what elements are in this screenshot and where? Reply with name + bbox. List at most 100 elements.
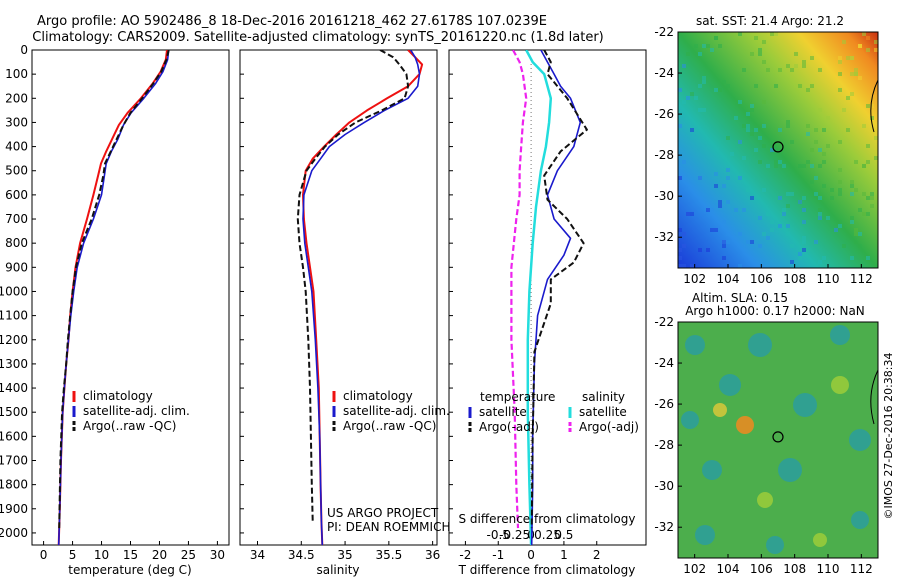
sst-map-ticks: 102 104 106 108 110 112 -22 -24 -26 -28 -30 -32 [654, 25, 872, 286]
sst-pixel [854, 72, 858, 76]
sst-pixel [822, 160, 826, 164]
sst-pixel [770, 148, 774, 152]
sst-pixel [750, 52, 754, 56]
sst-pixel [754, 148, 758, 152]
sst-pixel [778, 148, 782, 152]
x-tick-label: -2 [459, 548, 471, 562]
depth-tick-label: 1300 [0, 357, 28, 371]
sst-pixel [738, 176, 742, 180]
map-x-tick-label: 102 [683, 272, 706, 286]
sst-pixel [686, 212, 690, 216]
sst-pixel [846, 56, 850, 60]
sst-pixel [850, 56, 854, 60]
depth-tick-label: 0 [20, 43, 28, 57]
sla-patch [831, 376, 849, 394]
sst-pixel [698, 176, 702, 180]
sst-pixel [814, 140, 818, 144]
sst-pixel [850, 192, 854, 196]
sst-pixel [766, 68, 770, 72]
sst-pixel [714, 184, 718, 188]
sst-pixel [702, 108, 706, 112]
argo-raw-line [58, 50, 170, 529]
sst-pixel [790, 192, 794, 196]
sst-axes [677, 31, 879, 269]
sst-pixel [702, 76, 706, 80]
x-tick-label: 35.5 [375, 548, 402, 562]
sst-pixel [782, 164, 786, 168]
sst-pixel [762, 144, 766, 148]
sst-pixel [718, 200, 722, 204]
sst-pixel [726, 176, 730, 180]
sst-pixel [786, 204, 790, 208]
depth-tick-label: 1200 [0, 333, 28, 347]
sst-pixel [870, 196, 874, 200]
sst-pixel [682, 264, 686, 268]
map-y-tick-label: -24 [654, 66, 674, 80]
sst-pixel [842, 108, 846, 112]
sst-pixel [838, 56, 842, 60]
sst-pixel [818, 196, 822, 200]
sst-pixel [822, 128, 826, 132]
sst-pixel [862, 192, 866, 196]
sst-pixel [758, 160, 762, 164]
x-tick-label: 0 [527, 548, 535, 562]
sla-patch [830, 325, 850, 345]
sla-patch [793, 393, 817, 417]
sst-pixel [874, 136, 878, 140]
sst-pixel [838, 180, 842, 184]
sst-pixel [858, 76, 862, 80]
sst-pixel [778, 160, 782, 164]
sst-pixel [774, 32, 778, 36]
sst-pixel [838, 192, 842, 196]
sst-pixel [706, 44, 710, 48]
sst-pixel [762, 40, 766, 44]
sst-pixel [718, 204, 722, 208]
sla-map-ticks: 102 104 106 108 110 112 -22 -24 -26 -28 -30 -32 [654, 315, 872, 576]
sst-pixel [814, 240, 818, 244]
sst-pixel [850, 184, 854, 188]
sst-pixel [690, 212, 694, 216]
sst-pixel [842, 40, 846, 44]
map-x-tick-label: 108 [783, 272, 806, 286]
sst-pixel [838, 140, 842, 144]
sst-pixel [838, 88, 842, 92]
sst-pixel [694, 44, 698, 48]
map-x-tick-label: 102 [683, 562, 706, 576]
sst-pixel [766, 164, 770, 168]
temperature-x-axis: 0 5 10 15 20 25 30 [40, 541, 225, 562]
sst-pixel [866, 212, 870, 216]
sst-pixel [802, 220, 806, 224]
legend-label: satellite [579, 405, 627, 419]
sst-pixel [686, 96, 690, 100]
sst-pixel [870, 204, 874, 208]
sst-pixel [678, 124, 682, 128]
sst-pixel [826, 144, 830, 148]
sst-pixel [742, 208, 746, 212]
sst-pixel [678, 176, 682, 180]
sst-pixel [810, 180, 814, 184]
depth-tick-label: 1400 [0, 381, 28, 395]
sst-pixel [770, 228, 774, 232]
map-x-tick-label: 106 [750, 562, 773, 576]
sst-pixel [818, 68, 822, 72]
salinity-series [296, 50, 424, 545]
sst-pixel [758, 216, 762, 220]
sst-pixel [722, 244, 726, 248]
map-x-tick-label: 112 [850, 562, 873, 576]
legend-label: climatology [83, 389, 153, 403]
map-x-tick-label: 104 [717, 272, 740, 286]
sst-pixel [726, 232, 730, 236]
sst-pixel [782, 212, 786, 216]
sst-pixel [854, 188, 858, 192]
sst-pixel [726, 168, 730, 172]
sla-patch [748, 333, 772, 357]
sst-pixel [766, 236, 770, 240]
sst-pixel [798, 164, 802, 168]
x-tick-label: 0 [40, 548, 48, 562]
sst-pixel [802, 204, 806, 208]
x-tick-label: 10 [94, 548, 109, 562]
sst-pixel [822, 256, 826, 260]
sst-pixel [706, 208, 710, 212]
sst-pixel [678, 228, 682, 232]
